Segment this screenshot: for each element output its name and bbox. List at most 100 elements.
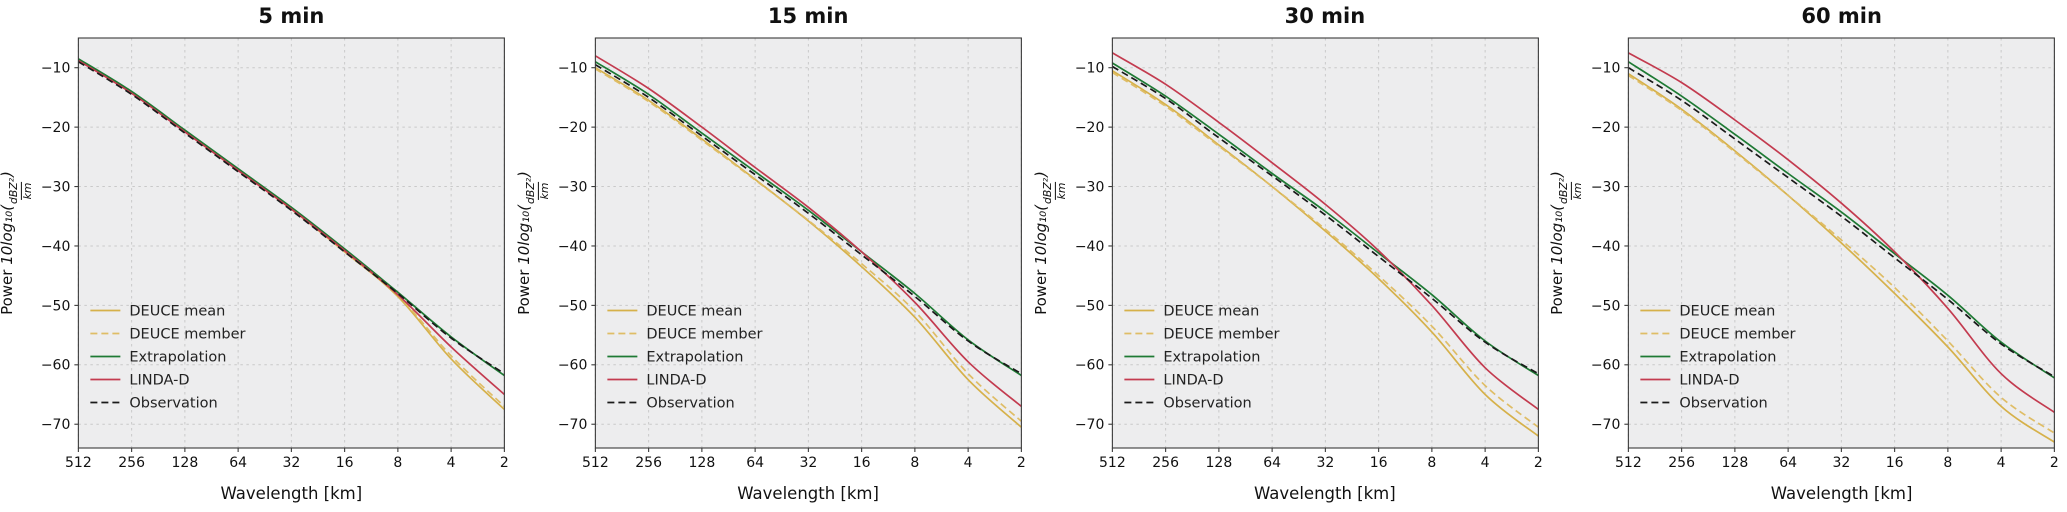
x-tick-label: 512 xyxy=(582,455,609,471)
x-tick-label: 16 xyxy=(1369,455,1387,471)
y-tick-label: −50 xyxy=(1591,298,1621,314)
chart-title: 30 min xyxy=(1284,4,1366,28)
x-tick-label: 128 xyxy=(172,455,199,471)
y-tick-label: −60 xyxy=(558,358,588,374)
y-tick-label: −60 xyxy=(41,358,71,374)
x-tick-label: 8 xyxy=(910,455,919,471)
legend-label: Extrapolation xyxy=(646,350,743,366)
legend-label: Extrapolation xyxy=(1680,350,1777,366)
y-tick-label: −40 xyxy=(1074,239,1104,255)
ylabel-prefix: Power xyxy=(514,265,533,316)
y-tick-label: −40 xyxy=(558,239,588,255)
x-tick-label: 256 xyxy=(118,455,145,471)
series-line-extrapolation xyxy=(1111,62,1539,377)
series-line-deuce-mean xyxy=(1628,72,2056,443)
chart-title: 15 min xyxy=(767,4,849,28)
y-tick-label: −40 xyxy=(1591,239,1621,255)
x-tick-label: 32 xyxy=(1833,455,1851,471)
series-line-deuce-mean xyxy=(1111,69,1539,437)
legend-label: Observation xyxy=(129,396,217,412)
x-tick-label: 8 xyxy=(393,455,402,471)
x-tick-label: 8 xyxy=(1944,455,1953,471)
x-tick-label: 64 xyxy=(746,455,764,471)
series-line-deuce-mean xyxy=(594,66,1022,428)
ylabel-math: 10log₁₀( xyxy=(514,205,533,266)
y-tick-label: −70 xyxy=(1074,417,1104,433)
y-tick-label: −70 xyxy=(1591,417,1621,433)
y-tick-label: −20 xyxy=(1074,120,1104,136)
x-tick-label: 32 xyxy=(799,455,817,471)
x-tick-label: 512 xyxy=(65,455,92,471)
plot-area: −10 −20 −30 −40 −50 −60 −70 512 256 128 64 32 16 8 4 2 D… xyxy=(1074,37,1542,471)
x-tick-label: 64 xyxy=(229,455,247,471)
x-tick-label: 256 xyxy=(1152,455,1179,471)
legend-label: Observation xyxy=(1680,396,1768,412)
x-tick-label: 16 xyxy=(336,455,354,471)
x-tick-label: 64 xyxy=(1779,455,1797,471)
ylabel-fraction: dBZ² km xyxy=(1557,178,1585,205)
y-tick-label: −50 xyxy=(1074,298,1104,314)
x-tick-label: 2 xyxy=(2050,455,2059,471)
x-tick-label: 2 xyxy=(1017,455,1026,471)
legend-label: DEUCE mean xyxy=(1163,304,1259,320)
y-tick-label: −60 xyxy=(1074,358,1104,374)
chart-panel-15min: 15 min Power 10log₁₀(dBZ² km) −10 −20 −30 −4… xyxy=(515,0,1034,512)
y-tick-label: −50 xyxy=(558,298,588,314)
ylabel-prefix: Power xyxy=(1548,265,1567,316)
x-tick-label: 8 xyxy=(1427,455,1436,471)
y-tick-label: −30 xyxy=(1074,179,1104,195)
y-tick-label: −20 xyxy=(1591,120,1621,136)
series-line-linda-d xyxy=(594,55,1022,408)
x-tick-label: 4 xyxy=(1997,455,2006,471)
series-line-extrapolation xyxy=(77,58,505,377)
ylabel-math: 10log₁₀( xyxy=(1548,205,1567,266)
x-tick-label: 2 xyxy=(500,455,509,471)
x-tick-label: 256 xyxy=(1669,455,1696,471)
y-tick-label: −10 xyxy=(1074,61,1104,77)
plot-area: −10 −20 −30 −40 −50 −60 −70 512 256 128 64 32 16 8 4 2 D… xyxy=(41,37,509,471)
ylabel-fraction: dBZ² km xyxy=(524,178,551,205)
legend-label: DEUCE mean xyxy=(1680,304,1776,320)
x-tick-label: 128 xyxy=(688,455,715,471)
y-tick-label: −10 xyxy=(41,61,71,77)
y-tick-label: −70 xyxy=(41,417,71,433)
series-line-deuce-member xyxy=(594,68,1022,422)
x-tick-label: 2 xyxy=(1533,455,1542,471)
legend-label: LINDA-D xyxy=(129,373,189,389)
y-tick-label: −20 xyxy=(558,120,588,136)
chart-panel-60min: 60 min Power 10log₁₀(dBZ² km) −10 −20 −30 −4… xyxy=(1548,0,2067,512)
legend-label: DEUCE member xyxy=(1163,327,1279,343)
chart-title: 60 min xyxy=(1801,4,1882,28)
y-tick-label: −30 xyxy=(1591,179,1621,195)
legend-label: DEUCE mean xyxy=(129,304,225,320)
x-tick-label: 512 xyxy=(1615,455,1642,471)
x-tick-label: 128 xyxy=(1205,455,1232,471)
ylabel-close: ) xyxy=(1548,171,1567,178)
x-tick-label: 512 xyxy=(1099,455,1126,471)
ylabel-fraction: dBZ² km xyxy=(7,178,35,205)
x-tick-label: 4 xyxy=(447,455,456,471)
legend-label: Extrapolation xyxy=(1163,350,1260,366)
ylabel-close: ) xyxy=(514,171,533,178)
x-tick-label: 16 xyxy=(1886,455,1904,471)
legend-label: DEUCE mean xyxy=(646,304,742,320)
x-tick-label: 32 xyxy=(1316,455,1334,471)
series-line-observation xyxy=(1111,65,1539,375)
y-tick-label: −60 xyxy=(1591,358,1621,374)
ylabel-close: ) xyxy=(1031,171,1050,178)
y-tick-label: −70 xyxy=(558,417,588,433)
x-tick-label: 4 xyxy=(963,455,972,471)
x-tick-label: 16 xyxy=(852,455,870,471)
legend-label: Observation xyxy=(646,396,734,412)
x-tick-label: 128 xyxy=(1722,455,1749,471)
series-line-linda-d xyxy=(1111,52,1539,411)
y-tick-label: −10 xyxy=(558,61,588,77)
series-line-extrapolation xyxy=(594,61,1022,377)
